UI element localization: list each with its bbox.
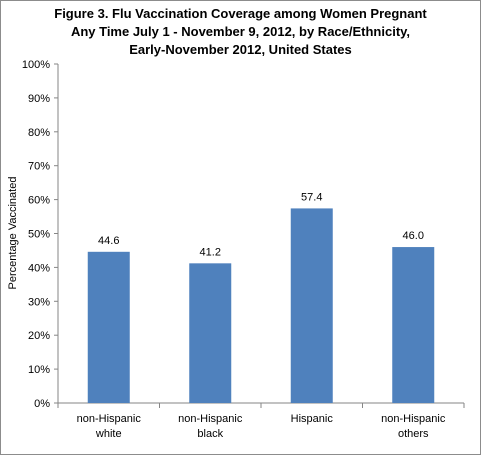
y-tick-label: 0% <box>34 398 50 410</box>
chart-title-line-3: Early-November 2012, United States <box>129 42 352 57</box>
x-tick-label: white <box>95 428 122 440</box>
x-tick-label: non-Hispanic <box>77 413 142 425</box>
data-label: 44.6 <box>98 235 119 247</box>
y-tick-label: 20% <box>28 330 50 342</box>
y-tick-label: 40% <box>28 262 50 274</box>
y-tick-label: 60% <box>28 195 50 207</box>
data-label: 46.0 <box>403 230 424 242</box>
y-tick-label: 90% <box>28 93 50 105</box>
bar <box>290 208 333 403</box>
y-tick-label: 50% <box>28 229 50 241</box>
chart-title-line-1: Figure 3. Flu Vaccination Coverage among… <box>54 6 427 21</box>
x-tick-label: non-Hispanic <box>381 413 446 425</box>
y-tick-label: 80% <box>28 127 50 139</box>
chart-title-line-2: Any Time July 1 - November 9, 2012, by R… <box>70 24 411 39</box>
y-axis-label: Percentage Vaccinated <box>7 177 19 290</box>
bar <box>392 247 435 403</box>
bar <box>189 263 232 403</box>
y-tick-label: 30% <box>28 296 50 308</box>
x-tick-label: non-Hispanic <box>178 413 243 425</box>
x-tick-label: black <box>197 428 223 440</box>
data-label: 57.4 <box>301 191 322 203</box>
chart-title: Figure 3. Flu Vaccination Coverage among… <box>1 5 480 59</box>
x-tick-label: Hispanic <box>291 413 334 425</box>
data-label: 41.2 <box>200 246 221 258</box>
y-tick-label: 10% <box>28 364 50 376</box>
y-tick-label: 100% <box>22 59 50 71</box>
x-tick-label: others <box>398 428 429 440</box>
bar <box>87 251 130 403</box>
y-tick-label: 70% <box>28 161 50 173</box>
